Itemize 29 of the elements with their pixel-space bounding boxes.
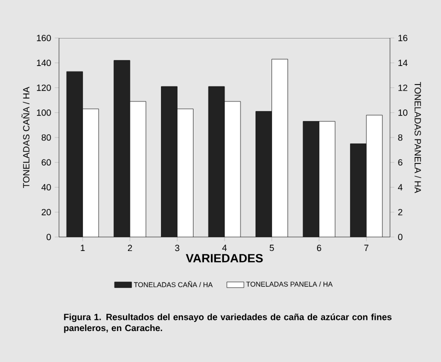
y-tick-label: 120 xyxy=(36,84,51,91)
y-tick-label: 80 xyxy=(42,134,51,141)
x-tick-label: 6 xyxy=(317,244,322,252)
y-tick-label: 160 xyxy=(36,34,51,42)
x-tick-label: 3 xyxy=(175,244,180,252)
x-tick-label: 7 xyxy=(364,244,368,251)
text: Figura 1. Resultados del ensayo de variedades de caña de azúcar con fines paneleros, en Carache. xyxy=(64,314,392,333)
y-tick-label: 100 xyxy=(36,109,51,116)
y2-tick-label: 0 xyxy=(398,234,402,240)
x-tick-label: 1 xyxy=(80,244,85,251)
x-tick-label: 4 xyxy=(222,244,227,251)
y-tick-label: 140 xyxy=(36,60,51,66)
x-axis-title: VARIEDADES xyxy=(186,254,263,262)
y-tick-label: 60 xyxy=(42,159,51,166)
x-tick-label: 5 xyxy=(270,244,274,252)
y2-tick-label: 2 xyxy=(398,208,402,216)
y2-tick-label: 12 xyxy=(398,84,408,91)
y2-tick-label: 4 xyxy=(398,184,402,190)
y-tick-label: 0 xyxy=(46,234,51,240)
x-tick-label: 2 xyxy=(128,244,132,252)
y-tick-label: 40 xyxy=(41,184,51,190)
y2-tick-label: 8 xyxy=(398,134,402,141)
y2-axis-title: TONELADAS PANELA / HA xyxy=(414,82,422,194)
y2-tick-label: 10 xyxy=(398,109,408,116)
y2-tick-label: 16 xyxy=(398,34,408,42)
y-tick-label: 20 xyxy=(42,208,51,216)
y2-tick-label: 14 xyxy=(398,60,408,66)
y-axis-title: TONELADAS CAÑA / HA xyxy=(21,86,30,188)
y2-tick-label: 6 xyxy=(398,159,402,166)
